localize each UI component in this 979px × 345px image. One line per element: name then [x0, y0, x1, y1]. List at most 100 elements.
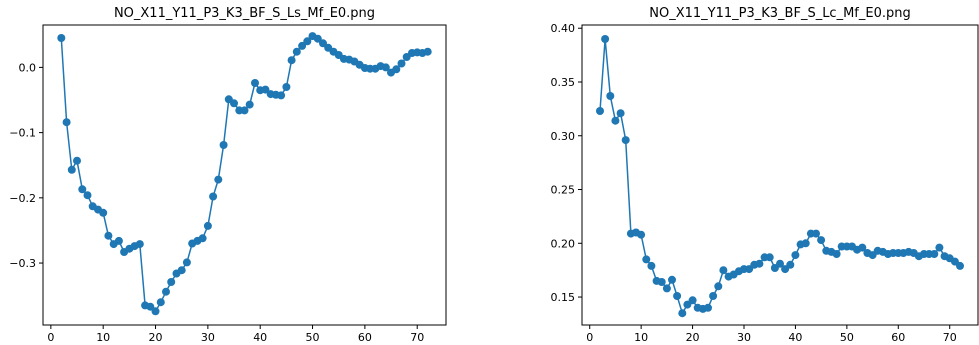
data-point — [214, 175, 223, 184]
data-point — [647, 261, 656, 270]
axes-frame — [42, 24, 447, 326]
data-point — [621, 136, 630, 145]
data-point — [203, 221, 212, 230]
data-point — [114, 236, 123, 245]
data-point — [67, 165, 76, 174]
x-tick-label: 70 — [943, 331, 957, 344]
axes-frame — [581, 24, 979, 326]
y-tick-label: 0.30 — [551, 130, 576, 143]
data-point — [616, 109, 625, 118]
data-point — [791, 251, 800, 260]
data-point — [292, 47, 301, 56]
data-point — [78, 185, 87, 194]
data-point — [956, 261, 964, 270]
data-point — [73, 156, 81, 165]
data-point — [251, 79, 259, 87]
data-point — [392, 65, 401, 74]
data-point — [230, 99, 238, 108]
y-tick-label: −0.2 — [9, 192, 36, 205]
data-point — [277, 91, 286, 100]
data-point — [151, 307, 160, 316]
data-point — [298, 41, 307, 50]
x-tick-label: 20 — [149, 331, 163, 344]
data-point — [709, 292, 718, 300]
data-point — [662, 284, 671, 293]
data-point — [146, 302, 155, 311]
data-point — [657, 278, 666, 286]
x-tick-label: 0 — [586, 331, 593, 344]
data-point — [198, 234, 207, 243]
data-point — [245, 100, 254, 109]
data-point — [313, 34, 322, 43]
series-line — [599, 38, 961, 316]
data-point — [83, 191, 92, 200]
data-point — [678, 309, 687, 318]
data-point — [62, 118, 71, 127]
x-tick-label: 30 — [201, 331, 215, 344]
data-point — [858, 243, 867, 252]
data-point — [801, 239, 810, 248]
data-point — [611, 116, 620, 125]
data-point — [423, 47, 432, 56]
data-point — [812, 229, 820, 238]
data-point — [935, 243, 944, 252]
data-point — [832, 250, 841, 258]
data-point — [57, 34, 66, 42]
data-point — [135, 240, 144, 249]
data-point — [156, 298, 165, 307]
chart-panel-2: NO_X11_Y11_P3_K3_BF_S_Lc_Mf_E0.png 0 10 20 3… — [551, 6, 979, 344]
x-tick-label: 0 — [47, 331, 54, 344]
x-tick-label: 60 — [358, 331, 372, 344]
data-point — [319, 39, 327, 48]
data-point — [99, 208, 108, 217]
data-point — [786, 260, 795, 269]
y-tick-label: 0.35 — [551, 76, 576, 89]
x-tick-label: 10 — [96, 331, 110, 344]
chart-panel-1: NO_X11_Y11_P3_K3_BF_S_Ls_Mf_E0.png 0 10 20 3… — [9, 6, 447, 344]
y-tick-label: 0.20 — [551, 237, 576, 250]
data-point — [930, 250, 939, 258]
chart-title: NO_X11_Y11_P3_K3_BF_S_Ls_Mf_E0.png — [114, 6, 375, 21]
data-point — [209, 192, 218, 201]
data-point — [776, 259, 784, 268]
y-tick-label: 0.40 — [551, 22, 576, 35]
data-point — [282, 83, 291, 91]
y-tick-label: 0.25 — [551, 184, 576, 197]
data-point — [240, 106, 249, 115]
data-point — [688, 296, 697, 305]
data-point — [596, 107, 604, 115]
data-point — [714, 282, 723, 291]
data-point — [601, 35, 610, 43]
data-point — [303, 37, 312, 46]
data-point — [397, 59, 406, 68]
x-tick-label: 40 — [788, 331, 802, 344]
x-tick-label: 70 — [410, 331, 424, 344]
data-point — [104, 231, 113, 240]
series-line — [60, 35, 428, 313]
data-point — [606, 92, 615, 100]
data-point — [642, 255, 651, 264]
data-point — [381, 63, 390, 72]
data-point — [755, 259, 764, 268]
data-point — [182, 258, 191, 267]
data-point — [637, 230, 646, 239]
x-tick-label: 50 — [840, 331, 854, 344]
x-tick-label: 20 — [686, 331, 700, 344]
data-point — [673, 292, 682, 300]
y-tick-label: −0.3 — [9, 257, 36, 270]
data-point — [704, 303, 712, 312]
data-point — [219, 141, 228, 149]
x-tick-label: 10 — [634, 331, 648, 344]
data-point — [765, 253, 774, 262]
x-tick-label: 40 — [253, 331, 267, 344]
chart-title: NO_X11_Y11_P3_K3_BF_S_Lc_Mf_E0.png — [649, 6, 911, 21]
data-point — [162, 287, 170, 296]
data-point — [287, 56, 296, 65]
y-tick-label: 0.0 — [19, 61, 37, 74]
data-point — [719, 266, 728, 275]
data-point — [817, 236, 826, 245]
x-tick-label: 30 — [737, 331, 751, 344]
data-point — [177, 266, 186, 275]
data-point — [167, 278, 176, 286]
